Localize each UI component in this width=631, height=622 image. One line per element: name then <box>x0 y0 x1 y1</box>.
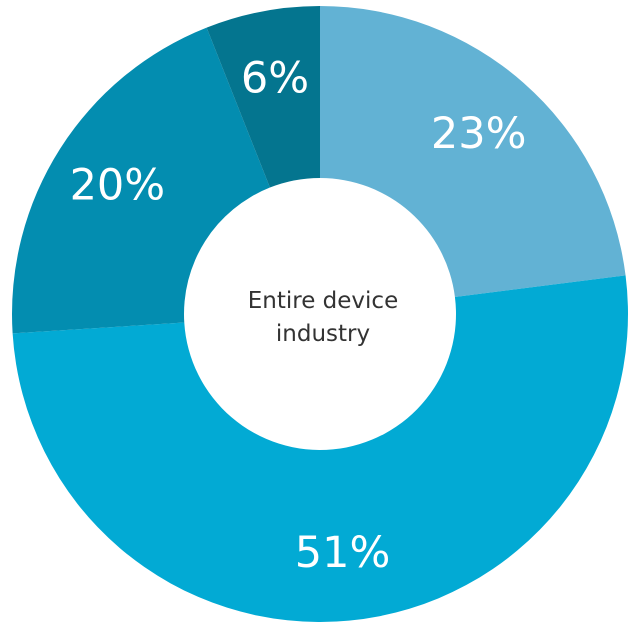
slice-label-20: 20% <box>70 160 166 210</box>
slice-label-51: 51% <box>295 528 391 578</box>
donut-slice-51 <box>12 275 628 622</box>
slice-label-6: 6% <box>241 53 309 103</box>
slice-labels: 23% 51% 20% 6% <box>70 53 527 578</box>
donut-slice-20 <box>11 27 270 334</box>
slice-label-23: 23% <box>431 109 527 159</box>
center-label-line-2: industry <box>276 321 370 347</box>
center-label: Entire device industry <box>248 288 398 347</box>
donut-slice-23 <box>320 6 626 297</box>
center-label-line-1: Entire device <box>248 288 398 314</box>
donut-slices <box>11 5 628 622</box>
donut-slice-6 <box>206 5 320 188</box>
